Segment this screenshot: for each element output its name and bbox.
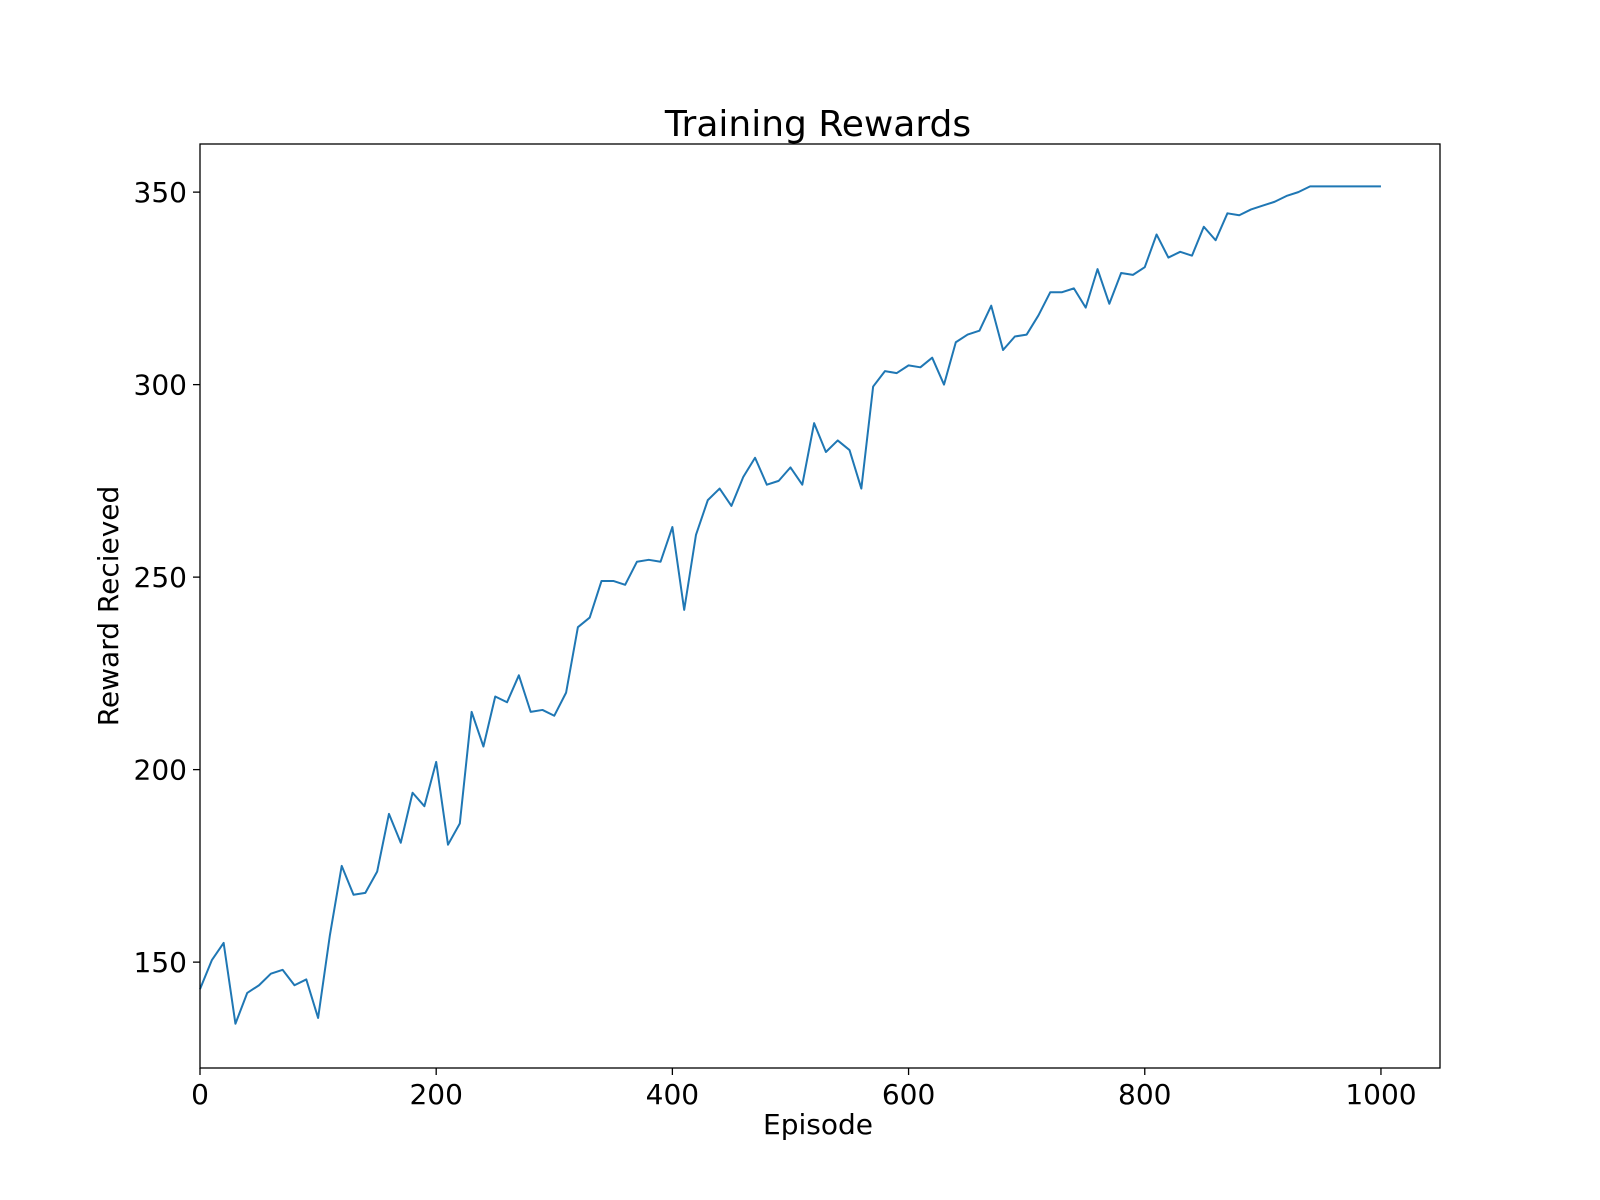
- y-tick-label: 350: [134, 176, 187, 209]
- x-axis-label: Episode: [763, 1108, 873, 1141]
- x-tick-label: 1000: [1345, 1078, 1416, 1111]
- data-layer: [199, 185, 1381, 1025]
- x-tick-label: 200: [409, 1078, 462, 1111]
- y-tick-label: 200: [134, 754, 187, 787]
- y-axis: 150 200 250 300 350: [134, 176, 200, 979]
- plot-frame: [199, 143, 1441, 1069]
- x-tick-label: 600: [882, 1078, 935, 1111]
- x-tick-label: 0: [191, 1078, 209, 1111]
- y-tick-label: 250: [134, 561, 187, 594]
- x-tick-label: 400: [646, 1078, 699, 1111]
- y-tick-label: 300: [134, 369, 187, 402]
- series-line-0: [199, 185, 1381, 1025]
- x-axis: 0 200 400 600 800 1000: [191, 1068, 1417, 1111]
- chart-title: Training Rewards: [664, 104, 971, 145]
- y-tick-label: 150: [134, 946, 187, 979]
- x-tick-label: 800: [1118, 1078, 1171, 1111]
- y-axis-label: Reward Recieved: [92, 486, 125, 727]
